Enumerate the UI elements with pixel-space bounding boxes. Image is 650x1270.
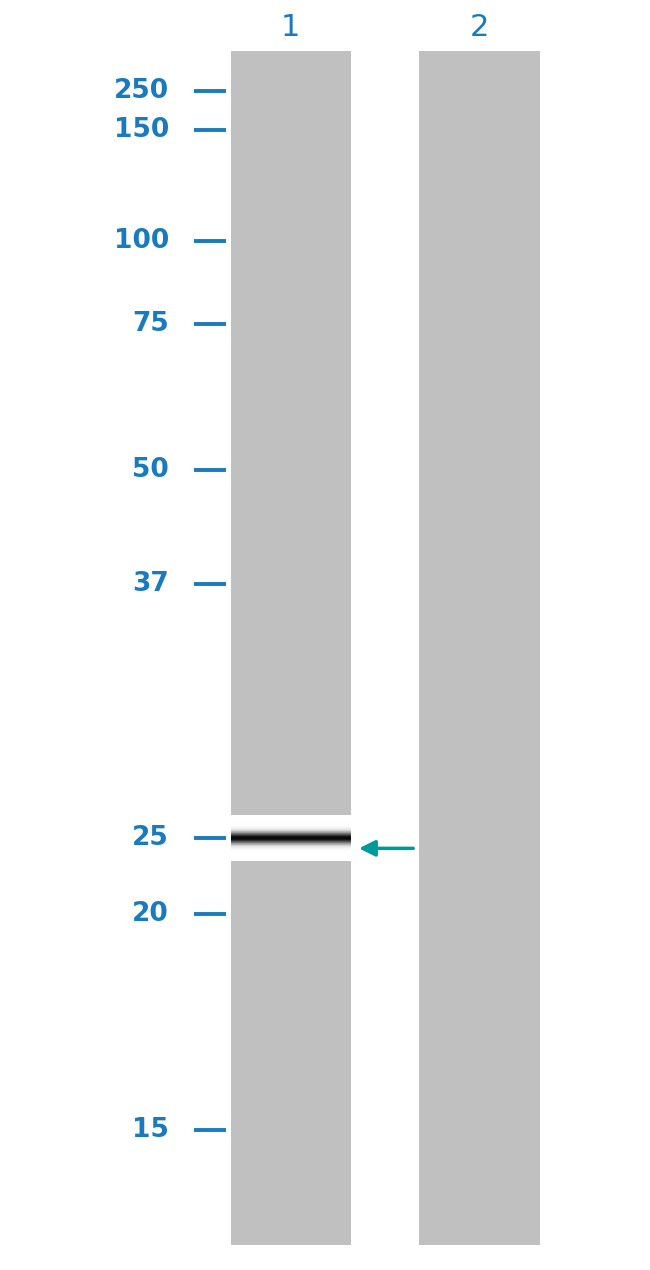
Text: 20: 20 (132, 902, 169, 927)
Text: 1: 1 (281, 14, 300, 42)
Bar (419, 51, 540, 1245)
Text: 25: 25 (132, 826, 169, 851)
Text: 250: 250 (114, 79, 169, 104)
Text: 37: 37 (132, 572, 169, 597)
Text: 100: 100 (114, 229, 169, 254)
Text: 50: 50 (132, 457, 169, 483)
Text: 15: 15 (132, 1118, 169, 1143)
Text: 75: 75 (132, 311, 169, 337)
Text: 150: 150 (114, 117, 169, 142)
Text: 2: 2 (469, 14, 489, 42)
Bar (231, 51, 351, 1245)
